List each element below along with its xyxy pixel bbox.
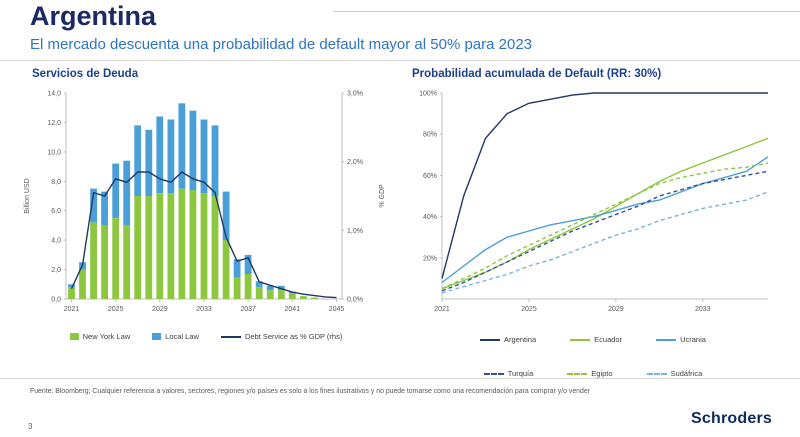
probability-lines (441, 92, 769, 294)
line-argentina (441, 92, 768, 279)
svg-text:3,0%: 3,0% (347, 91, 363, 98)
x-axis: 2021 2025 2029 2033 (434, 299, 711, 313)
svg-text:20%: 20% (423, 255, 437, 262)
svg-text:2045: 2045 (329, 306, 345, 313)
legend-item-local-law: Local Law (152, 332, 199, 341)
line-ucrania (441, 156, 769, 284)
svg-text:100%: 100% (419, 91, 437, 98)
legend-swatch (570, 338, 591, 341)
axes (441, 93, 768, 300)
legend-item-debt-service-as-gdp-rhs-: Debt Service as % GDP (rhs) (220, 332, 343, 341)
legend-item-egipto: Egipto (567, 369, 613, 378)
legend-swatch (646, 372, 667, 375)
debt-service-plot: 14,0 12,0 10,0 8,0 6,0 4,0 2,0 0,0 3,0% 2,0% 1,0% 0… (20, 83, 392, 332)
line-egipto (441, 162, 769, 290)
svg-text:4,0: 4,0 (51, 238, 61, 245)
legend-swatch (567, 372, 588, 375)
default-probability-chart-title: Probabilidad acumulada de Default (RR: 3… (412, 68, 662, 80)
legend-label: Egipto (591, 369, 613, 378)
svg-text:Billion USD: Billion USD (24, 178, 31, 213)
default-probability-svg: 100% 80% 60% 40% 20% 2021 2025 2029 2033 (419, 91, 769, 313)
debt-service-legend: New York Law Local Law Debt Service as % G… (20, 332, 392, 341)
svg-text:40%: 40% (423, 214, 437, 221)
svg-text:2033: 2033 (695, 306, 711, 313)
svg-text:2,0: 2,0 (51, 267, 61, 274)
legend-swatch (656, 338, 677, 341)
stacked-bars (68, 103, 318, 299)
page-number: 3 (28, 422, 33, 431)
svg-text:2029: 2029 (152, 306, 168, 313)
legend-item-sud-frica: Sudáfrica (646, 369, 703, 378)
legend-item-turqu-a: Turquía (483, 369, 534, 378)
legend-label: Ecuador (594, 335, 623, 344)
header-rule (333, 11, 800, 12)
legend-swatch (152, 333, 162, 340)
svg-text:6,0: 6,0 (51, 208, 61, 215)
legend-swatch (220, 335, 241, 338)
svg-text:0,0%: 0,0% (347, 297, 363, 304)
legend-swatch (483, 372, 504, 375)
legend-label: Sudáfrica (670, 369, 703, 378)
page-title: Argentina (30, 1, 157, 31)
footer-divider (0, 378, 800, 379)
legend-label: New York Law (82, 332, 131, 341)
svg-text:80%: 80% (423, 132, 437, 139)
page-subtitle: El mercado descuenta una probabilidad de… (30, 36, 533, 53)
legend-row: Turquía Egipto Sudáfrica (402, 369, 784, 378)
svg-text:14,0: 14,0 (47, 91, 61, 98)
legend-item-ucrania: Ucrania (656, 335, 706, 344)
legend-label: Argentina (504, 335, 537, 344)
legend-item-ecuador: Ecuador (570, 335, 622, 344)
svg-text:2025: 2025 (521, 306, 537, 313)
schroders-logo: Schroders (691, 410, 772, 427)
line-turqu-a (441, 170, 769, 292)
svg-text:10,0: 10,0 (47, 149, 61, 156)
line-sud-frica (441, 191, 769, 294)
svg-text:12,0: 12,0 (47, 120, 61, 127)
svg-text:8,0: 8,0 (51, 179, 61, 186)
legend-label: Turquía (507, 369, 534, 378)
svg-text:1,0%: 1,0% (347, 228, 363, 235)
svg-text:2021: 2021 (434, 306, 450, 313)
svg-text:2029: 2029 (608, 306, 624, 313)
legend-item-argentina: Argentina (480, 335, 536, 344)
default-probability-legend: Argentina Ecuador Ucrania Turquía Egipto Sudá… (402, 332, 784, 378)
legend-swatch (480, 338, 501, 341)
svg-text:60%: 60% (423, 173, 437, 180)
svg-text:% GDP: % GDP (379, 184, 386, 208)
y-axis-left: 14,0 12,0 10,0 8,0 6,0 4,0 2,0 0,0 (47, 91, 66, 304)
svg-text:2,0%: 2,0% (347, 159, 363, 166)
legend-label: Local Law (165, 332, 199, 341)
default-probability-chart: Probabilidad acumulada de Default (RR: 3… (402, 68, 784, 378)
legend-label: Debt Service as % GDP (rhs) (244, 332, 343, 341)
svg-text:2041: 2041 (285, 306, 301, 313)
debt-service-svg: 14,0 12,0 10,0 8,0 6,0 4,0 2,0 0,0 3,0% 2,0% 1,0% 0… (24, 91, 386, 314)
legend-row: Argentina Ecuador Ucrania (402, 335, 784, 344)
svg-text:0,0: 0,0 (51, 297, 61, 304)
default-probability-plot: 100% 80% 60% 40% 20% 2021 2025 2029 2033 (402, 83, 784, 332)
legend-item-new-york-law: New York Law (69, 332, 131, 341)
y-axis: 100% 80% 60% 40% 20% (419, 91, 442, 262)
legend-label: Ucrania (680, 335, 706, 344)
y-axis-right: 3,0% 2,0% 1,0% 0,0% (342, 91, 363, 304)
legend-swatch (69, 333, 79, 340)
subtitle-divider (0, 60, 800, 61)
debt-service-chart: Servicios de Deuda 14,0 12,0 10,0 8,0 6,0 4,0… (20, 68, 392, 341)
svg-text:2037: 2037 (240, 306, 256, 313)
debt-service-chart-title: Servicios de Deuda (32, 68, 139, 80)
x-axis: 2021 2025 2029 2033 2037 2041 2045 (64, 299, 345, 313)
svg-text:2033: 2033 (196, 306, 212, 313)
gdp-line (70, 171, 337, 299)
svg-text:2025: 2025 (108, 306, 124, 313)
svg-text:2021: 2021 (64, 306, 80, 313)
source-note: Fuente: Bloomberg; Cualquier referencia … (30, 388, 590, 395)
